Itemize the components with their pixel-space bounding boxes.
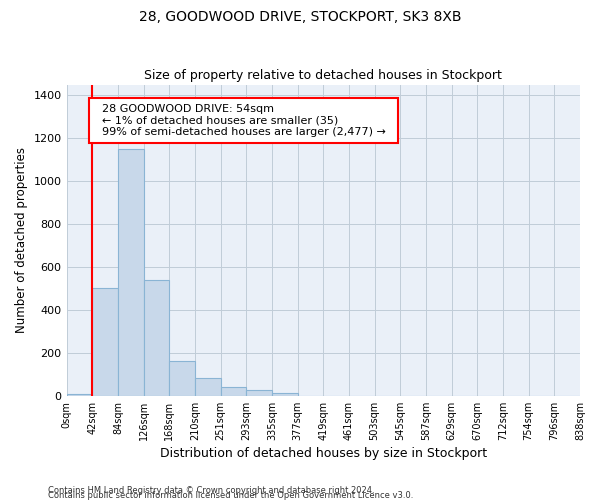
Y-axis label: Number of detached properties: Number of detached properties xyxy=(15,147,28,333)
Bar xyxy=(195,378,221,396)
Bar xyxy=(221,387,246,396)
Text: Contains public sector information licensed under the Open Government Licence v3: Contains public sector information licen… xyxy=(48,491,413,500)
Bar xyxy=(272,392,298,396)
Text: 28, GOODWOOD DRIVE, STOCKPORT, SK3 8XB: 28, GOODWOOD DRIVE, STOCKPORT, SK3 8XB xyxy=(139,10,461,24)
Title: Size of property relative to detached houses in Stockport: Size of property relative to detached ho… xyxy=(145,69,502,82)
Text: Contains HM Land Registry data © Crown copyright and database right 2024.: Contains HM Land Registry data © Crown c… xyxy=(48,486,374,495)
Bar xyxy=(92,288,118,396)
Bar xyxy=(118,149,143,396)
Bar xyxy=(67,394,92,396)
Bar xyxy=(143,280,169,396)
Bar xyxy=(169,362,195,396)
Text: 28 GOODWOOD DRIVE: 54sqm  
  ← 1% of detached houses are smaller (35)  
  99% of: 28 GOODWOOD DRIVE: 54sqm ← 1% of detache… xyxy=(95,104,392,137)
X-axis label: Distribution of detached houses by size in Stockport: Distribution of detached houses by size … xyxy=(160,447,487,460)
Bar xyxy=(246,390,272,396)
